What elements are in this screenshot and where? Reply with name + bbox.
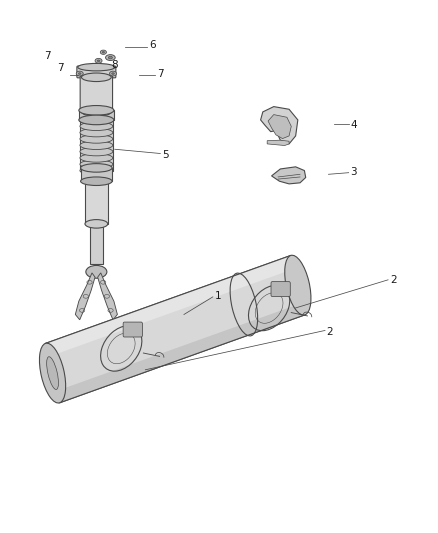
Polygon shape	[75, 273, 95, 320]
Ellipse shape	[106, 54, 115, 60]
Text: 7: 7	[44, 51, 50, 61]
Text: 4: 4	[350, 120, 357, 130]
Text: 1: 1	[215, 291, 221, 301]
Ellipse shape	[47, 357, 58, 390]
Ellipse shape	[81, 73, 111, 82]
Text: 8: 8	[112, 60, 118, 70]
Ellipse shape	[80, 116, 113, 124]
Bar	[90, 224, 103, 264]
Ellipse shape	[285, 255, 311, 315]
Ellipse shape	[79, 115, 114, 125]
Bar	[79, 110, 114, 120]
Ellipse shape	[78, 73, 81, 75]
Polygon shape	[46, 255, 305, 403]
Ellipse shape	[80, 147, 113, 156]
Polygon shape	[57, 303, 305, 403]
Ellipse shape	[85, 220, 108, 228]
Text: 3: 3	[350, 167, 357, 176]
Text: 2: 2	[326, 327, 333, 336]
Ellipse shape	[81, 164, 112, 172]
Ellipse shape	[80, 154, 113, 162]
Ellipse shape	[100, 50, 106, 54]
FancyBboxPatch shape	[80, 76, 113, 114]
Ellipse shape	[80, 128, 113, 137]
Bar	[80, 120, 113, 171]
Ellipse shape	[81, 177, 112, 185]
FancyBboxPatch shape	[123, 322, 142, 337]
Ellipse shape	[102, 51, 104, 53]
Text: 5: 5	[162, 150, 169, 159]
Ellipse shape	[80, 122, 113, 131]
Ellipse shape	[80, 166, 113, 175]
Polygon shape	[46, 255, 294, 357]
Ellipse shape	[86, 265, 107, 278]
Ellipse shape	[110, 71, 117, 76]
Ellipse shape	[79, 106, 114, 115]
Ellipse shape	[80, 141, 113, 150]
Polygon shape	[267, 140, 289, 146]
Text: 7: 7	[57, 63, 64, 72]
Bar	[81, 168, 112, 181]
Polygon shape	[272, 167, 306, 184]
Text: 2: 2	[390, 275, 396, 285]
Bar	[85, 181, 108, 224]
Ellipse shape	[80, 135, 113, 143]
Polygon shape	[268, 115, 291, 139]
Text: 7: 7	[157, 69, 163, 78]
Polygon shape	[261, 107, 298, 144]
Ellipse shape	[80, 160, 113, 168]
Ellipse shape	[39, 343, 66, 403]
Bar	[85, 179, 108, 181]
Text: 6: 6	[149, 41, 155, 50]
Ellipse shape	[97, 60, 100, 62]
Ellipse shape	[112, 73, 114, 75]
FancyBboxPatch shape	[77, 66, 116, 78]
Polygon shape	[98, 273, 117, 320]
Ellipse shape	[109, 56, 112, 59]
Ellipse shape	[76, 71, 83, 76]
Ellipse shape	[81, 108, 111, 116]
Ellipse shape	[95, 58, 102, 63]
Ellipse shape	[78, 63, 115, 71]
FancyBboxPatch shape	[271, 281, 290, 296]
